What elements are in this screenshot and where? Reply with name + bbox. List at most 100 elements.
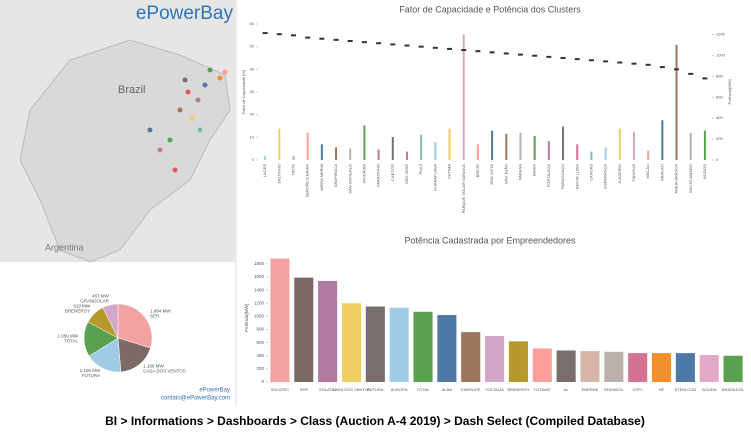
y-tick-label: 1200	[254, 300, 265, 305]
capacity-marker	[645, 63, 651, 66]
capacity-marker	[532, 54, 538, 57]
bar	[508, 341, 528, 382]
bar	[306, 132, 309, 160]
bar	[413, 311, 433, 382]
capacity-marker	[447, 47, 453, 50]
bar	[519, 132, 522, 160]
y2-tick-label: 600	[716, 94, 723, 99]
bar	[723, 355, 743, 382]
bar	[391, 136, 394, 160]
x-tick-label: SÃO GONÇALO	[347, 164, 352, 194]
bar	[604, 147, 607, 160]
x-tick-label: PIAUÍ	[418, 163, 423, 174]
bar	[689, 132, 692, 160]
capacity-marker	[404, 44, 410, 47]
y2-tick-label: 1200	[716, 32, 726, 37]
logo: ePowerBay	[136, 3, 234, 24]
capacity-marker	[475, 50, 481, 53]
bar	[278, 128, 281, 160]
capacity-marker	[262, 32, 268, 35]
bar	[491, 130, 494, 160]
y-tick-label: 60	[250, 21, 255, 26]
bar	[485, 336, 505, 382]
bar	[628, 353, 648, 382]
y2-tick-label: 0	[716, 157, 719, 162]
capacity-marker	[418, 45, 424, 48]
x-tick-label: CAETITÉ	[390, 164, 395, 181]
x-tick-label: MACAU	[645, 164, 650, 179]
x-tick-label: SALTINHO	[276, 164, 281, 184]
y-tick-label: 50	[250, 44, 255, 49]
pie-value-label: 1.196 MW	[143, 363, 164, 368]
x-tick-label: SER	[300, 387, 308, 392]
x-tick-label: PARQUE SOLAR SARAIVA	[461, 164, 466, 214]
capacity-marker	[603, 60, 609, 63]
bar	[532, 348, 552, 382]
pie-value-label: 619 MW	[73, 303, 91, 308]
pie-footer: ePowerBay	[199, 388, 230, 394]
bar	[699, 355, 719, 382]
bar	[420, 134, 423, 160]
x-tick-label: TOTAVAT	[534, 387, 552, 392]
capacity-marker	[688, 72, 694, 75]
capacity-marker	[503, 52, 509, 55]
capacity-marker	[333, 38, 339, 41]
y-tick-label: 1400	[254, 287, 265, 292]
capacity-marker	[517, 53, 523, 56]
pie-category-label: GRANDOLAR	[80, 298, 109, 303]
capacity-marker	[489, 51, 495, 54]
y-tick-label: 1000	[254, 314, 265, 319]
pie-category-label: FUTURA	[82, 373, 100, 378]
pie-value-label: 1.059 MW	[58, 333, 79, 338]
x-tick-label: PARANÁ	[518, 164, 523, 180]
capacity-marker	[560, 57, 566, 59]
y-axis-label: Fator de Capacidade [%]	[241, 70, 246, 114]
x-tick-label: ARACATI	[659, 164, 664, 181]
x-tick-label: SANTO AMARO	[688, 164, 693, 193]
x-tick-label: AURORA	[391, 387, 408, 392]
y-tick-label: 1800	[254, 261, 265, 266]
capacity-marker	[617, 61, 623, 64]
x-tick-label: PARAGUAÇU	[560, 164, 565, 189]
pie-slice	[117, 337, 151, 373]
y-tick-label: 600	[256, 340, 264, 345]
bar	[318, 280, 338, 382]
bar	[476, 144, 479, 160]
y2-tick-label: 400	[716, 115, 723, 120]
pie-slice	[117, 303, 153, 349]
bar	[462, 34, 465, 160]
capacity-marker	[361, 41, 367, 44]
bar	[703, 130, 706, 160]
bar	[632, 131, 635, 160]
capacity-marker	[290, 34, 296, 37]
x-tick-label: BRASILEOL	[722, 387, 745, 392]
y-tick-label: 400	[256, 353, 264, 358]
bar	[562, 126, 565, 160]
x-tick-label: SANTA LUZIA	[574, 164, 579, 190]
pie-category-label: BRENERGY	[65, 308, 90, 313]
x-tick-label: TIANGUÁ	[631, 164, 636, 182]
x-tick-label: FUTURA	[367, 387, 384, 392]
x-tick-label: BAHIA	[532, 164, 537, 176]
y2-tick-label: 200	[716, 136, 723, 141]
x-tick-label: PARAZINHO	[376, 164, 381, 187]
x-tick-label: AREIA BRANCA	[674, 164, 679, 194]
bar	[576, 144, 579, 160]
bar	[580, 351, 600, 382]
x-tick-label: LAGES	[262, 164, 267, 178]
capacity-marker	[546, 55, 552, 58]
x-tick-label: SÃO JOSÉ	[404, 164, 409, 184]
bar	[363, 125, 366, 160]
bar	[349, 148, 352, 160]
bar	[365, 306, 385, 382]
x-tick-label: FÁTIMA	[447, 164, 452, 179]
x-tick-label: SERTÃO E BAHIA	[305, 164, 310, 198]
bar	[461, 332, 481, 382]
bar	[335, 147, 338, 160]
bar	[389, 307, 409, 382]
capacity-marker	[702, 77, 708, 80]
capacity-marker	[376, 42, 382, 45]
bar	[651, 353, 672, 382]
x-tick-label: AL	[564, 387, 570, 392]
